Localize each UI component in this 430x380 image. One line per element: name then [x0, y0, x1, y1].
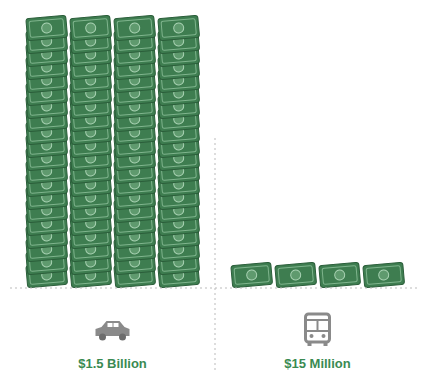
svg-text:$15 Million: $15 Million	[284, 356, 351, 371]
svg-text:$1.5 Billion: $1.5 Billion	[78, 356, 147, 371]
